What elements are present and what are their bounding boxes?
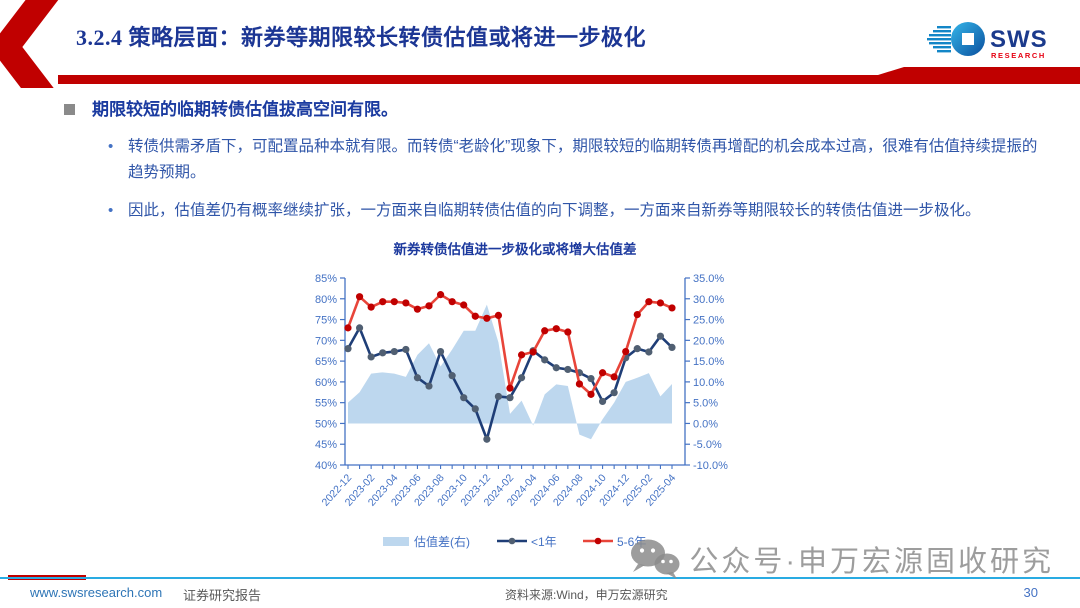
sub-bullet-2: • 因此，估值差仍有概率继续扩张，一方面来自临期转债估值的向下调整，一方面来自新…: [106, 198, 1046, 224]
series-line-<1年: [344, 324, 676, 443]
left-axis: 40% 45% 50% 55% 60% 65% 70% 75% 80% 85%: [315, 273, 345, 472]
bullet-heading: 期限较短的临期转债估值拔高空间有限。: [64, 98, 1032, 122]
svg-text:35.0%: 35.0%: [693, 273, 724, 285]
footer-data-source: 资料来源:Wind，申万宏源研究: [505, 588, 668, 602]
series-line-5-6年: [344, 291, 676, 398]
series-area-valuation-gap: [348, 304, 672, 440]
footer-report-type: 证券研究报告: [183, 588, 262, 603]
svg-text:50%: 50%: [315, 418, 337, 430]
svg-text:60%: 60%: [315, 377, 337, 389]
svg-text:85%: 85%: [315, 273, 337, 285]
right-axis: -10.0% -5.0% 0.0% 5.0% 10.0% 15.0% 20.0% 25.0% 3…: [685, 273, 728, 472]
svg-text:20.0%: 20.0%: [693, 335, 724, 347]
svg-text:70%: 70%: [315, 335, 337, 347]
square-bullet-icon: [64, 104, 75, 115]
svg-text:40%: 40%: [315, 460, 337, 472]
footer-website-link[interactable]: www.swsresearch.com: [30, 585, 163, 600]
red-chevron-shape: [0, 0, 59, 88]
bullet-heading-text: 期限较短的临期转债估值拔高空间有限。: [92, 100, 398, 119]
svg-text:-5.0%: -5.0%: [693, 439, 722, 451]
svg-text:25.0%: 25.0%: [693, 315, 724, 327]
x-axis: 2022-122023-022023-042023-062023-082023-…: [320, 465, 678, 509]
svg-text:10.0%: 10.0%: [693, 377, 724, 389]
chart-legend: 估值差(右) <1年 5-6年: [383, 534, 646, 549]
sub-bullet-1: • 转债供需矛盾下，可配置品种本就有限。而转债“老龄化”现象下，期限较短的临期转…: [106, 134, 1046, 186]
svg-text:80%: 80%: [315, 294, 337, 306]
sub-bullet-2-text: 因此，估值差仍有概率继续扩张，一方面来自临期转债估值的向下调整，一方面来自新券等…: [128, 202, 981, 219]
sws-logo-icon: SWS RESEARCH: [927, 22, 1048, 60]
page-number: 30: [1023, 585, 1038, 600]
chart-title: 新券转债估值进一步极化或将增大估值差: [394, 241, 637, 257]
watermark-text: 公众号·申万宏源固收研究: [689, 546, 1054, 578]
sws-logo: SWS RESEARCH: [924, 14, 1064, 66]
wechat-icon: [631, 539, 680, 579]
svg-text:65%: 65%: [315, 356, 337, 368]
sub-bullet-1-text: 转债供需矛盾下，可配置品种本就有限。而转债“老龄化”现象下，期限较短的临期转债再…: [128, 138, 1038, 181]
axes: [344, 278, 686, 466]
svg-text:75%: 75%: [315, 315, 337, 327]
page-title: 3.2.4 策略层面：新券等期限较长转债估值或将进一步极化: [76, 25, 647, 50]
footer: www.swsresearch.com 证券研究报告 资料来源:Wind，申万宏…: [0, 583, 1080, 605]
chart-canvas: 新券转债估值进一步极化或将增大估值差 40% 45% 50% 55% 60% 65% 70% 7…: [315, 241, 728, 549]
logo-square: [962, 33, 974, 45]
header-decoration: [0, 0, 1080, 88]
svg-text:15.0%: 15.0%: [693, 356, 724, 368]
slide-header: 3.2.4 策略层面：新券等期限较长转债估值或将进一步极化 SWS RESE: [0, 0, 1080, 88]
svg-text:-10.0%: -10.0%: [693, 460, 728, 472]
svg-text:55%: 55%: [315, 398, 337, 410]
svg-text:45%: 45%: [315, 439, 337, 451]
dot-bullet-icon: •: [108, 138, 114, 155]
watermark: 公众号·申万宏源固收研究: [629, 538, 1054, 580]
svg-text:5.0%: 5.0%: [693, 398, 718, 410]
valuation-gap-chart: 新券转债估值进一步极化或将增大估值差 40% 45% 50% 55% 60% 65% 70% 7…: [288, 238, 743, 556]
svg-text:估值差(右): 估值差(右): [414, 534, 470, 549]
red-header-bar: [58, 67, 1080, 84]
svg-text:<1年: <1年: [531, 535, 557, 549]
svg-text:30.0%: 30.0%: [693, 294, 724, 306]
dot-bullet-icon: •: [108, 202, 114, 219]
svg-text:0.0%: 0.0%: [693, 418, 718, 430]
body-content: 期限较短的临期转债估值拔高空间有限。 • 转债供需矛盾下，可配置品种本就有限。而…: [0, 92, 1080, 224]
logo-stripes: [927, 26, 951, 53]
footer-divider-line: [0, 577, 1080, 579]
logo-text: SWS: [990, 26, 1048, 53]
logo-subtext: RESEARCH: [991, 51, 1046, 60]
